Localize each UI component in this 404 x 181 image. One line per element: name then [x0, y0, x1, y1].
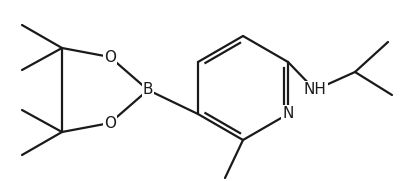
Text: NH: NH: [303, 83, 326, 98]
Text: B: B: [143, 83, 153, 98]
Text: O: O: [104, 49, 116, 64]
Text: O: O: [104, 115, 116, 131]
Text: N: N: [282, 106, 294, 121]
